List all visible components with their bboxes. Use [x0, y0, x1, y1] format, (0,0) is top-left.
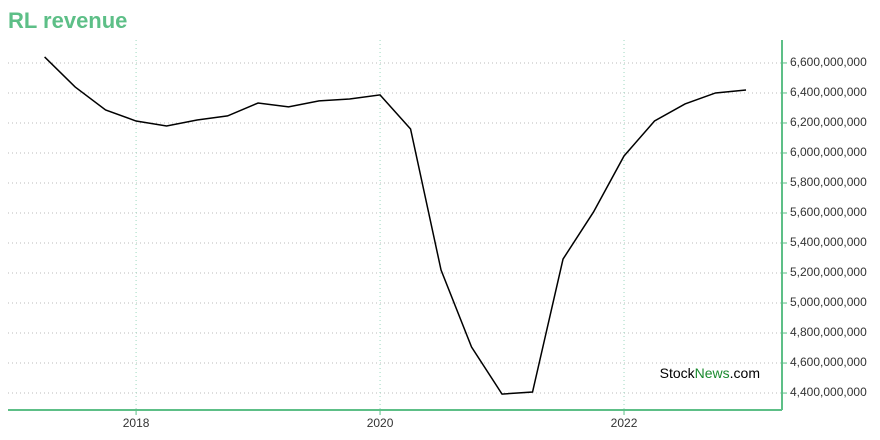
- line: [44, 56, 747, 395]
- y-tick-label: 6,000,000,000: [790, 145, 867, 159]
- y-tick-label: 5,600,000,000: [790, 205, 867, 219]
- watermark-part: .com: [730, 365, 760, 381]
- y-tick-label: 5,000,000,000: [790, 295, 867, 309]
- y-tick-label: 6,400,000,000: [790, 85, 867, 99]
- watermark-part: News: [695, 365, 730, 381]
- y-tick-label: 5,200,000,000: [790, 265, 867, 279]
- y-tick-label: 4,600,000,000: [790, 355, 867, 369]
- x-tick-label: 2020: [367, 416, 394, 430]
- watermark-part: Stock: [660, 365, 696, 381]
- x-tick-label: 2018: [123, 416, 150, 430]
- y-tick-label: 4,400,000,000: [790, 385, 867, 399]
- y-tick-label: 4,800,000,000: [790, 325, 867, 339]
- y-tick-label: 6,600,000,000: [790, 55, 867, 69]
- watermark: StockNews.com: [660, 365, 760, 381]
- chart-title: RL revenue: [8, 8, 127, 33]
- x-tick-label: 2022: [611, 416, 638, 430]
- y-tick-label: 5,400,000,000: [790, 235, 867, 249]
- y-tick-label: 5,800,000,000: [790, 175, 867, 189]
- y-tick-label: 6,200,000,000: [790, 115, 867, 129]
